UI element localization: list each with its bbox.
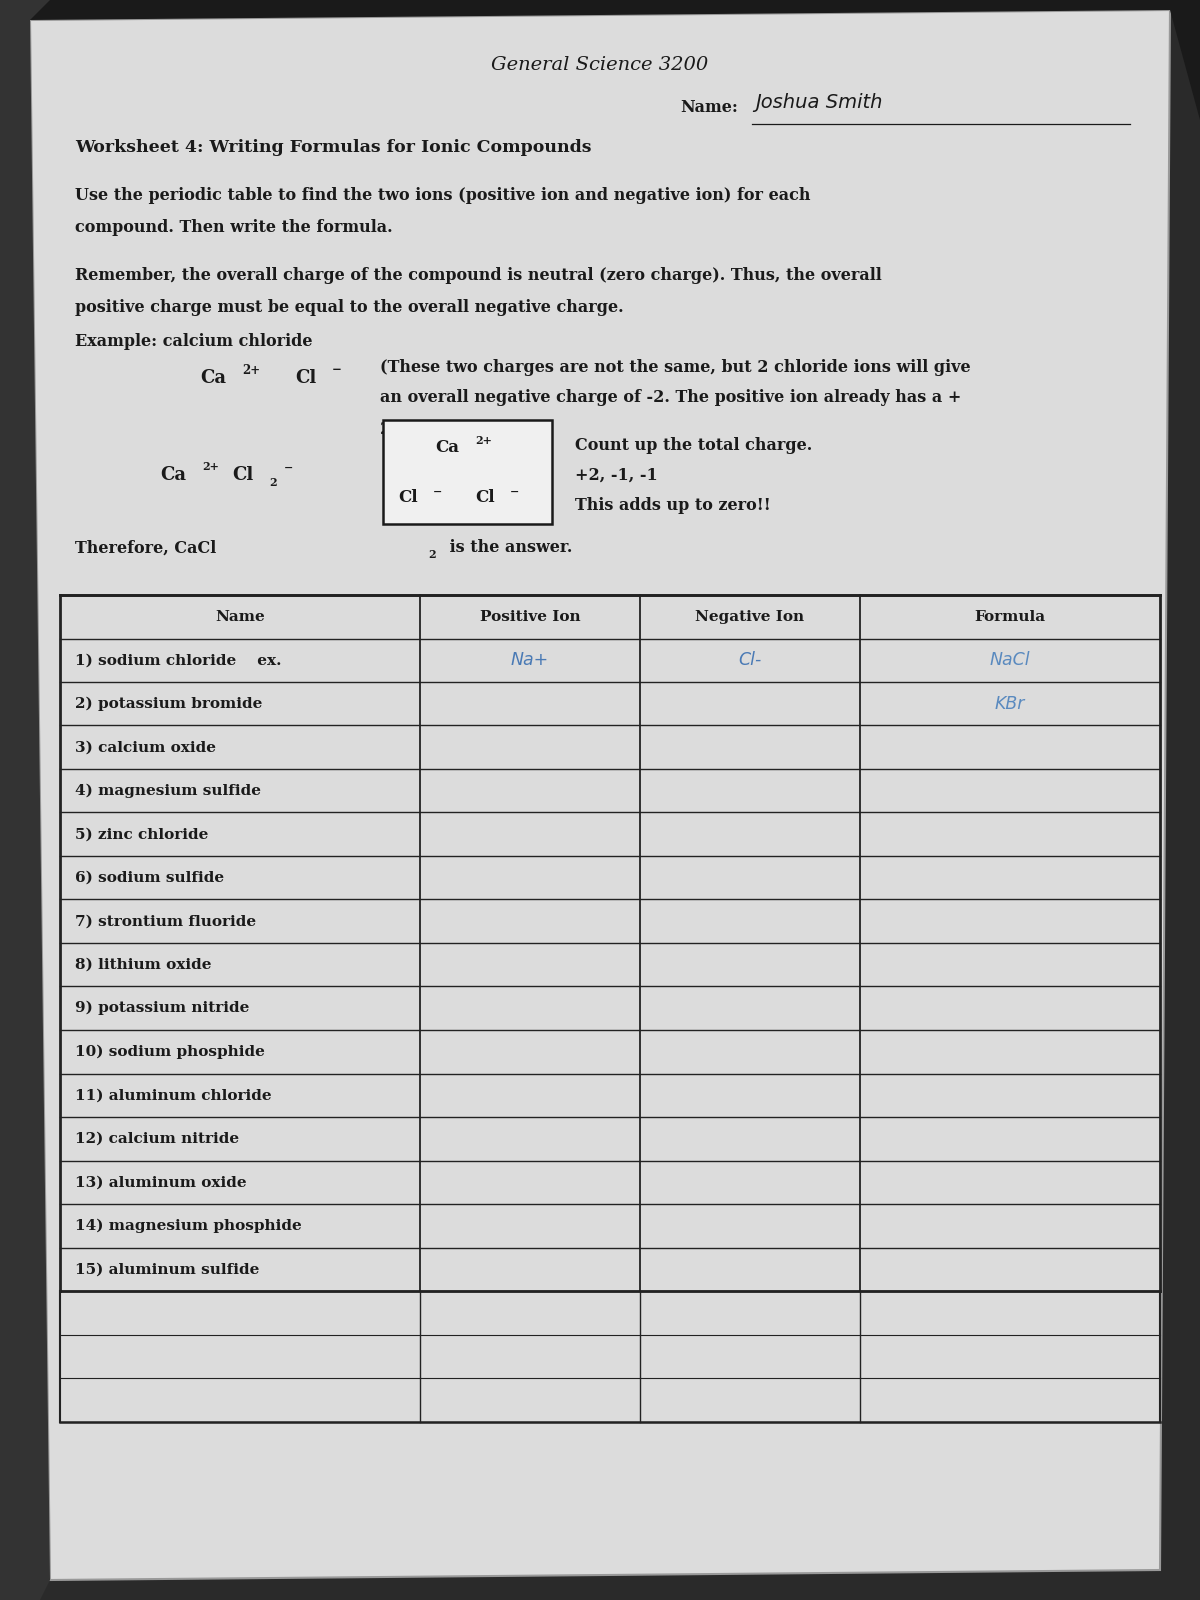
Text: 10) sodium phosphide: 10) sodium phosphide xyxy=(74,1045,265,1059)
Text: 15) aluminum sulfide: 15) aluminum sulfide xyxy=(74,1262,259,1277)
Text: Therefore, CaCl: Therefore, CaCl xyxy=(74,539,216,557)
Text: Ca: Ca xyxy=(200,370,226,387)
Text: (These two charges are not the same, but 2 chloride ions will give: (These two charges are not the same, but… xyxy=(380,358,971,376)
Text: 8) lithium oxide: 8) lithium oxide xyxy=(74,958,211,971)
Text: Cl: Cl xyxy=(295,370,317,387)
Text: This adds up to zero!!: This adds up to zero!! xyxy=(575,496,770,514)
Text: Joshua Smith: Joshua Smith xyxy=(755,93,882,112)
Text: 2 charge.): 2 charge.) xyxy=(380,421,472,437)
Polygon shape xyxy=(0,0,50,1600)
Text: NaCl: NaCl xyxy=(990,651,1031,669)
Text: Na+: Na+ xyxy=(511,651,550,669)
Text: −: − xyxy=(510,485,520,496)
Text: −: − xyxy=(433,485,443,496)
Text: 9) potassium nitride: 9) potassium nitride xyxy=(74,1002,250,1016)
Text: Example: calcium chloride: Example: calcium chloride xyxy=(74,333,312,350)
Text: Cl: Cl xyxy=(398,490,418,507)
Text: 14) magnesium phosphide: 14) magnesium phosphide xyxy=(74,1219,301,1234)
Polygon shape xyxy=(30,10,1170,1581)
Text: 2+: 2+ xyxy=(202,461,218,472)
Text: Negative Ion: Negative Ion xyxy=(696,610,804,624)
Text: Ca: Ca xyxy=(160,466,186,483)
Text: Count up the total charge.: Count up the total charge. xyxy=(575,437,812,453)
Text: −: − xyxy=(332,363,342,376)
Text: Use the periodic table to find the two ions (positive ion and negative ion) for : Use the periodic table to find the two i… xyxy=(74,187,810,203)
Text: KBr: KBr xyxy=(995,694,1025,712)
Text: compound. Then write the formula.: compound. Then write the formula. xyxy=(74,219,392,237)
Text: 2: 2 xyxy=(269,477,277,488)
Text: +2, -1, -1: +2, -1, -1 xyxy=(575,467,658,483)
Text: 2: 2 xyxy=(428,549,436,560)
Text: Cl-: Cl- xyxy=(738,651,762,669)
Text: positive charge must be equal to the overall negative charge.: positive charge must be equal to the ove… xyxy=(74,299,624,315)
Text: 7) strontium fluoride: 7) strontium fluoride xyxy=(74,914,256,928)
FancyBboxPatch shape xyxy=(383,419,552,525)
Text: 1) sodium chloride    ex.: 1) sodium chloride ex. xyxy=(74,653,282,667)
Text: Cl: Cl xyxy=(475,490,494,507)
Text: 3) calcium oxide: 3) calcium oxide xyxy=(74,741,216,754)
Text: 12) calcium nitride: 12) calcium nitride xyxy=(74,1131,239,1146)
Text: Name:: Name: xyxy=(680,99,738,117)
Text: 2+: 2+ xyxy=(475,435,492,446)
Text: 13) aluminum oxide: 13) aluminum oxide xyxy=(74,1176,247,1189)
Text: Remember, the overall charge of the compound is neutral (zero charge). Thus, the: Remember, the overall charge of the comp… xyxy=(74,267,882,283)
Text: Worksheet 4: Writing Formulas for Ionic Compounds: Worksheet 4: Writing Formulas for Ionic … xyxy=(74,139,592,157)
Text: 2) potassium bromide: 2) potassium bromide xyxy=(74,696,263,710)
Text: 11) aluminum chloride: 11) aluminum chloride xyxy=(74,1088,271,1102)
Text: Name: Name xyxy=(215,610,265,624)
Text: an overall negative charge of -2. The positive ion already has a +: an overall negative charge of -2. The po… xyxy=(380,389,961,406)
Text: Formula: Formula xyxy=(974,610,1045,624)
Text: 2+: 2+ xyxy=(242,363,260,376)
Polygon shape xyxy=(0,0,1200,120)
Text: 4) magnesium sulfide: 4) magnesium sulfide xyxy=(74,784,262,798)
Text: −: − xyxy=(284,461,293,472)
Text: is the answer.: is the answer. xyxy=(444,539,572,557)
Text: 6) sodium sulfide: 6) sodium sulfide xyxy=(74,870,224,885)
Text: General Science 3200: General Science 3200 xyxy=(491,56,709,74)
Text: Positive Ion: Positive Ion xyxy=(480,610,581,624)
Text: Cl: Cl xyxy=(232,466,253,483)
Text: 5) zinc chloride: 5) zinc chloride xyxy=(74,827,209,842)
Text: Ca: Ca xyxy=(434,440,458,456)
